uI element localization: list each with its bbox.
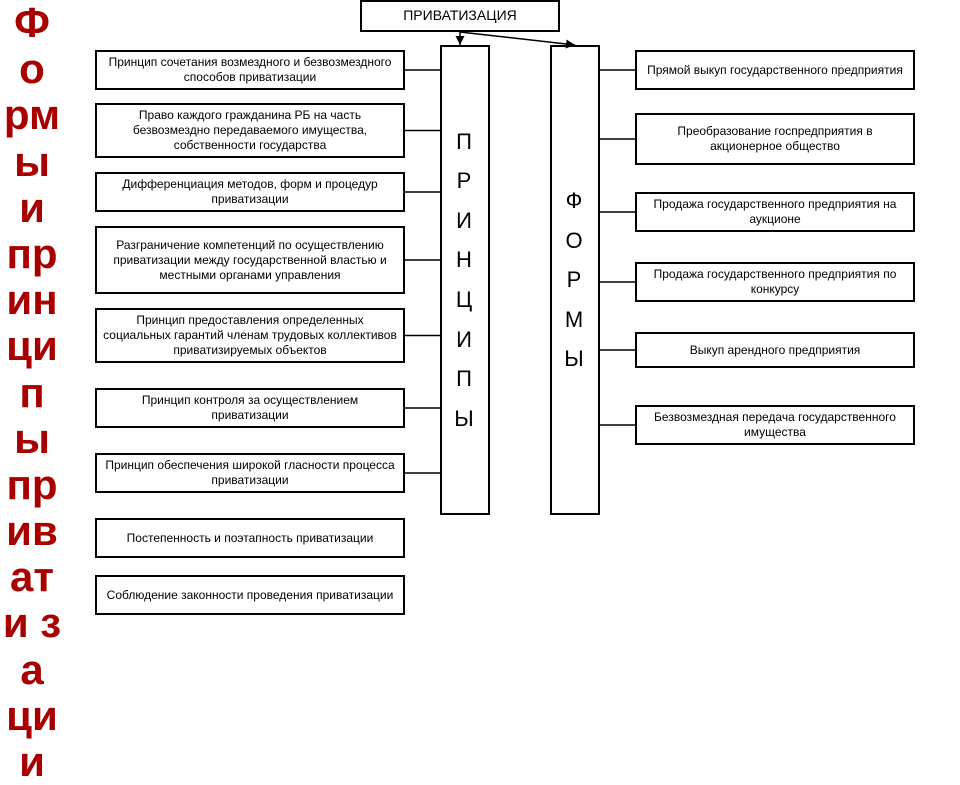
vlabel-char: И — [456, 320, 474, 360]
column-label-principles: ПРИНЦИПЫ — [440, 45, 490, 515]
vlabel-char: Ц — [456, 280, 474, 320]
forms-item: Продажа государственного предприятия на … — [635, 192, 915, 232]
forms-item: Преобразование госпредприятия в акционер… — [635, 113, 915, 165]
principles-item: Право каждого гражданина РБ на часть без… — [95, 103, 405, 158]
vlabel-char: Ы — [564, 339, 585, 379]
forms-item-label: Преобразование госпредприятия в акционер… — [643, 124, 907, 154]
vlabel-char: Ф — [566, 181, 585, 221]
forms-item-label: Выкуп арендного предприятия — [690, 343, 861, 358]
vlabel-char: Р — [567, 260, 584, 300]
forms-item-label: Продажа государственного предприятия на … — [643, 197, 907, 227]
principles-item-label: Соблюдение законности проведения привати… — [107, 588, 394, 603]
forms-item-label: Прямой выкуп государственного предприяти… — [647, 63, 903, 78]
forms-item: Прямой выкуп государственного предприяти… — [635, 50, 915, 90]
forms-item: Безвозмездная передача государственного … — [635, 405, 915, 445]
vlabel-char: О — [565, 221, 584, 261]
column-label-forms: ФОРМЫ — [550, 45, 600, 515]
principles-item: Постепенность и поэтапность приватизации — [95, 518, 405, 558]
vlabel-char: П — [456, 359, 474, 399]
principles-item: Разграничение компетенций по осуществлен… — [95, 226, 405, 294]
vlabel-char: М — [565, 300, 585, 340]
root-box: ПРИВАТИЗАЦИЯ — [360, 0, 560, 32]
principles-item: Принцип контроля за осуществлением прива… — [95, 388, 405, 428]
forms-item-label: Безвозмездная передача государственного … — [643, 410, 907, 440]
principles-item-label: Разграничение компетенций по осуществлен… — [103, 238, 397, 283]
vlabel-char: П — [456, 122, 474, 162]
forms-item: Выкуп арендного предприятия — [635, 332, 915, 368]
forms-item: Продажа государственного предприятия по … — [635, 262, 915, 302]
root-label: ПРИВАТИЗАЦИЯ — [403, 7, 517, 25]
vlabel-char: Ы — [454, 399, 475, 439]
principles-item: Соблюдение законности проведения привати… — [95, 575, 405, 615]
vlabel-char: Р — [457, 161, 474, 201]
side-title: Фо рм ы и пр ин ци пы пр ив ати за ци и — [2, 0, 62, 785]
principles-item: Принцип сочетания возмездного и безвозме… — [95, 50, 405, 90]
forms-item-label: Продажа государственного предприятия по … — [643, 267, 907, 297]
principles-item-label: Принцип предоставления определенных соци… — [103, 313, 397, 358]
principles-item: Дифференциация методов, форм и процедур … — [95, 172, 405, 212]
vlabel-char: И — [456, 201, 474, 241]
principles-item: Принцип обеспечения широкой гласности пр… — [95, 453, 405, 493]
root-arrow — [460, 32, 575, 45]
principles-item-label: Право каждого гражданина РБ на часть без… — [103, 108, 397, 153]
principles-item-label: Принцип сочетания возмездного и безвозме… — [103, 55, 397, 85]
vlabel-char: Н — [456, 240, 474, 280]
principles-item-label: Постепенность и поэтапность приватизации — [127, 531, 374, 546]
principles-item-label: Принцип контроля за осуществлением прива… — [103, 393, 397, 423]
principles-item-label: Дифференциация методов, форм и процедур … — [103, 177, 397, 207]
principles-item: Принцип предоставления определенных соци… — [95, 308, 405, 363]
principles-item-label: Принцип обеспечения широкой гласности пр… — [103, 458, 397, 488]
